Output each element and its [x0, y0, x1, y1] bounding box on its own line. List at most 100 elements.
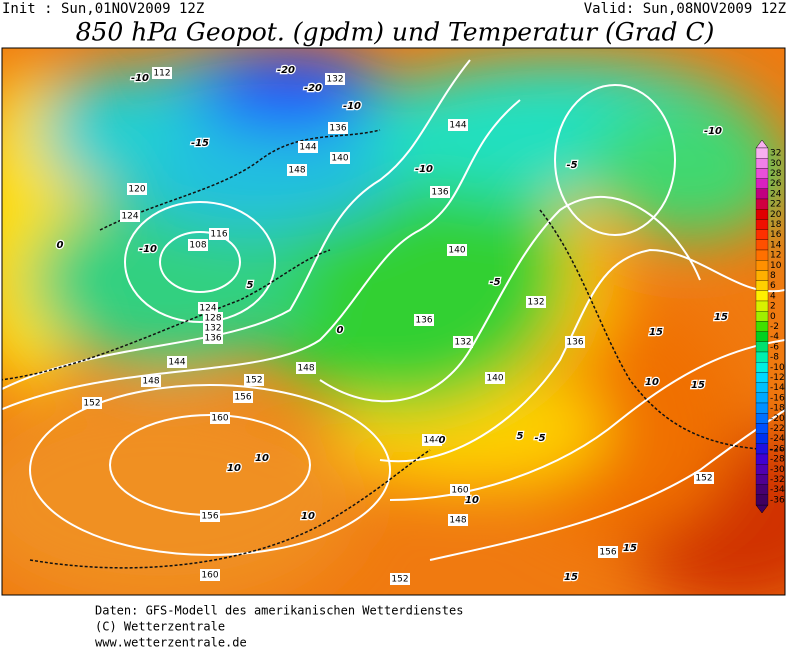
geopotential-label: 108	[189, 241, 206, 251]
geopotential-label: 140	[448, 246, 465, 256]
geopotential-contours	[2, 59, 785, 561]
geopotential-label: 144	[168, 358, 185, 368]
temperature-label: -5	[489, 277, 500, 288]
label-box	[82, 397, 102, 409]
label-box	[694, 472, 714, 484]
colorbar-label: -20	[770, 414, 785, 424]
geopotential-label: 148	[142, 377, 159, 387]
label-box	[244, 374, 264, 386]
geopotential-label: 132	[527, 298, 544, 308]
label-box	[200, 569, 220, 581]
colorbar-label: 32	[770, 149, 781, 159]
colorbar-label: -26	[770, 444, 785, 454]
label-box	[203, 322, 223, 334]
colorbar-label: 4	[770, 291, 776, 301]
label-box	[233, 391, 253, 403]
geopotential-label: 152	[695, 474, 712, 484]
label-box	[422, 434, 442, 446]
colorbar-swatch	[755, 474, 769, 485]
colorbar-swatch	[755, 372, 769, 383]
label-box	[296, 362, 316, 374]
label-box	[127, 183, 147, 195]
temperature-label: -20	[304, 83, 322, 94]
temperature-label: -10	[343, 101, 361, 112]
temperature-label: 5	[517, 431, 524, 442]
label-box	[430, 186, 450, 198]
colorbar-label: 0	[770, 312, 776, 322]
colorbar-swatch	[755, 260, 769, 271]
geopotential-label: 116	[210, 230, 227, 240]
temperature-label: 15	[714, 312, 728, 323]
colorbar-swatch	[755, 188, 769, 200]
geopotential-label: 132	[326, 75, 343, 85]
label-box	[598, 546, 618, 558]
contour	[2, 59, 471, 391]
contour	[159, 231, 241, 293]
colorbar-label: 22	[770, 200, 781, 210]
geopotential-label: 148	[449, 516, 466, 526]
temperature-label: 15	[623, 543, 637, 554]
map-title: 850 hPa Geopot. (gpdm) und Temperatur (G…	[76, 18, 715, 47]
geopotential-label: 152	[83, 399, 100, 409]
colorbar-swatch	[755, 270, 769, 281]
colorbar-swatch	[755, 229, 769, 240]
label-box	[485, 372, 505, 384]
colorbar-swatch	[755, 290, 769, 302]
field-blob	[2, 390, 360, 595]
colorbar-label: -18	[770, 404, 785, 414]
geopotential-label: 156	[201, 512, 218, 522]
temperature-label: 15	[691, 380, 705, 391]
label-box	[198, 302, 218, 314]
geopotential-label: 144	[299, 143, 316, 153]
geopotential-label: 136	[204, 334, 221, 344]
colorbar-label: -30	[770, 465, 785, 475]
label-box	[565, 336, 585, 348]
temperature-label: 0	[337, 325, 344, 336]
colorbar-label: 24	[770, 189, 782, 199]
colorbar-label: -2	[770, 322, 779, 332]
temperature-label: -5	[566, 160, 577, 171]
colorbar-swatch	[755, 402, 769, 414]
colorbar-label: -14	[770, 383, 785, 393]
colorbar: 32302826242220181614121086420-2-4-6-8-10…	[755, 139, 785, 514]
geopotential-label: 144	[423, 436, 440, 446]
temperature-label: -10	[415, 164, 433, 175]
colorbar-label: 30	[770, 159, 782, 169]
geopotential-label: 124	[199, 304, 216, 314]
field-blob	[40, 70, 180, 190]
geopotential-label: 144	[449, 121, 466, 131]
colorbar-swatch	[755, 413, 769, 424]
colorbar-swatch	[755, 362, 769, 373]
colorbar-swatch	[755, 219, 769, 230]
colorbar-label: -12	[770, 373, 785, 383]
geopotential-label: 148	[288, 166, 305, 176]
colorbar-swatch	[755, 158, 769, 169]
temperature-label: 10	[227, 463, 241, 474]
label-box	[167, 356, 187, 368]
contour	[124, 201, 276, 323]
colorbar-swatch	[755, 392, 769, 404]
contour	[29, 449, 431, 569]
contour	[2, 249, 331, 381]
footer-line: Daten: GFS-Modell des amerikanischen Wet…	[95, 604, 463, 618]
colorbar-swatch	[755, 453, 769, 465]
colorbar-label: 16	[770, 230, 782, 240]
colorbar-swatch	[755, 382, 769, 393]
colorbar-label: -34	[770, 485, 785, 495]
geopotential-label: 112	[153, 69, 170, 79]
label-box	[210, 412, 230, 424]
colorbar-label: 18	[770, 220, 782, 230]
colorbar-swatch	[755, 249, 769, 261]
temperature-label: -20	[277, 65, 295, 76]
label-box	[330, 152, 350, 164]
geopotential-label: 136	[431, 188, 448, 198]
temperature-label: -15	[191, 138, 209, 149]
temperature-label: 15	[649, 327, 663, 338]
geopotential-label: 160	[451, 486, 468, 496]
colorbar-label: -22	[770, 424, 785, 434]
colorbar-swatch	[755, 311, 769, 322]
temperature-label: 0	[439, 435, 446, 446]
